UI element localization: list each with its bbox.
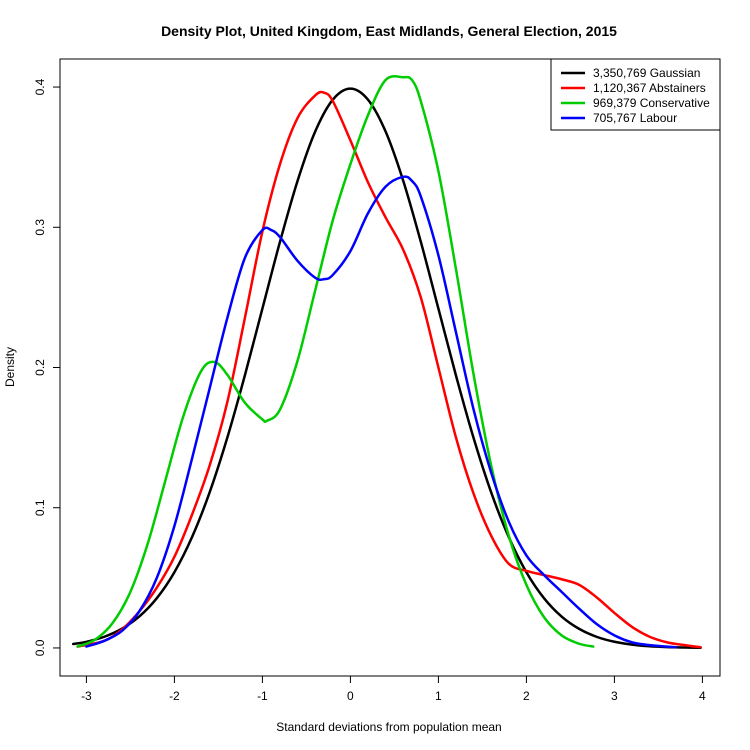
x-axis-label: Standard deviations from population mean	[276, 720, 501, 734]
legend-entry-2: 1,120,367 Abstainers	[593, 81, 706, 95]
chart-title: Density Plot, United Kingdom, East Midla…	[161, 23, 617, 39]
legend-entry-4: 705,767 Labour	[593, 111, 677, 125]
legend-entry-1: 3,350,769 Gaussian	[593, 66, 700, 80]
x-tick-label: 4	[699, 689, 706, 703]
x-tick-label: -3	[81, 689, 92, 703]
y-tick-label: 0.0	[33, 639, 47, 656]
y-tick-label: 0.4	[33, 78, 47, 95]
y-axis-label: Density	[3, 347, 17, 387]
x-tick-label: 3	[611, 689, 618, 703]
series-line-3	[76, 75, 595, 648]
x-tick-label: -2	[169, 689, 180, 703]
x-tick-label: -1	[257, 689, 268, 703]
series-line-4	[85, 175, 678, 649]
y-tick-label: 0.2	[33, 359, 47, 376]
x-tick-label: 2	[523, 689, 530, 703]
y-tick-label: 0.1	[33, 499, 47, 516]
series-line-2	[76, 90, 702, 649]
legend-entry-3: 969,379 Conservative	[593, 96, 710, 110]
series-line-1	[71, 87, 702, 650]
y-tick-label: 0.3	[33, 219, 47, 236]
x-tick-label: 0	[347, 689, 354, 703]
plot-area: -3 -2 -1 0 1 2 3 4 0.0 0.1 0.2 0.3 0.4	[33, 58, 721, 703]
x-tick-label: 1	[435, 689, 442, 703]
